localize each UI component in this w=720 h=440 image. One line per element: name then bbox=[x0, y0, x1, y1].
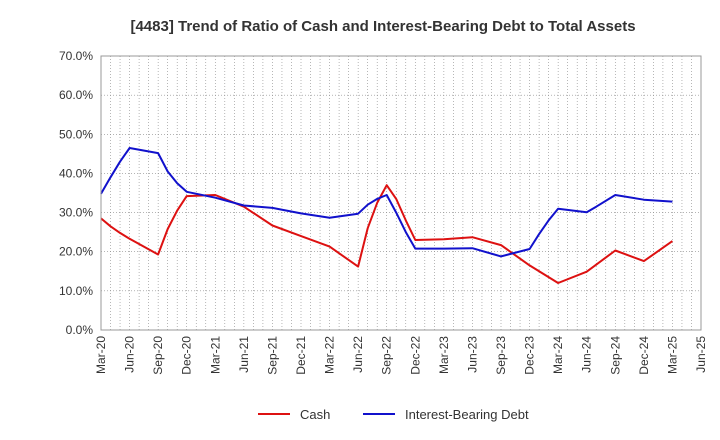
plot-area-border bbox=[100, 55, 702, 331]
x-tick-label: Jun-24 bbox=[580, 336, 594, 373]
x-axis: Mar-20 Jun-20 Sep-20 Dec-20 Mar-21 Jun-21 Sep-… bbox=[94, 336, 708, 375]
x-tick-label: Jun-25 bbox=[694, 336, 708, 373]
y-axis: 0.0% 10.0% 20.0% 30.0% 40.0% 50.0% 60.0% 70.0% bbox=[59, 49, 93, 337]
x-tick-label: Mar-21 bbox=[208, 336, 222, 374]
y-tick-label: 40.0% bbox=[59, 166, 93, 180]
x-tick-label: Sep-21 bbox=[265, 336, 279, 375]
legend-label: Interest-Bearing Debt bbox=[405, 407, 529, 422]
x-tick-label: Mar-20 bbox=[94, 336, 108, 374]
x-tick-label: Jun-20 bbox=[123, 336, 137, 373]
y-tick-label: 70.0% bbox=[59, 49, 93, 63]
grid bbox=[101, 56, 701, 330]
x-tick-label: Sep-22 bbox=[380, 336, 394, 375]
y-tick-label: 30.0% bbox=[59, 206, 93, 220]
x-tick-label: Jun-21 bbox=[237, 336, 251, 373]
legend-label: Cash bbox=[300, 407, 330, 422]
y-tick-label: 50.0% bbox=[59, 127, 93, 141]
y-tick-label: 60.0% bbox=[59, 88, 93, 102]
series-line-interest-bearing-debt bbox=[100, 147, 673, 258]
x-tick-label: Mar-25 bbox=[665, 336, 679, 374]
x-tick-label: Mar-24 bbox=[551, 336, 565, 374]
y-tick-label: 10.0% bbox=[59, 284, 93, 298]
x-tick-label: Mar-22 bbox=[323, 336, 337, 374]
x-tick-label: Dec-21 bbox=[294, 336, 308, 375]
x-tick-label: Jun-22 bbox=[351, 336, 365, 373]
chart-title: [4483] Trend of Ratio of Cash and Intere… bbox=[130, 18, 635, 35]
x-tick-label: Sep-20 bbox=[151, 336, 165, 375]
y-tick-label: 20.0% bbox=[59, 245, 93, 259]
legend: Cash Interest-Bearing Debt bbox=[258, 407, 529, 422]
x-tick-label: Sep-24 bbox=[608, 336, 622, 375]
plot-lines bbox=[100, 147, 673, 284]
y-tick-label: 0.0% bbox=[66, 323, 94, 337]
x-tick-label: Dec-24 bbox=[637, 336, 651, 375]
x-tick-label: Dec-20 bbox=[180, 336, 194, 375]
x-tick-label: Dec-23 bbox=[523, 336, 537, 375]
x-tick-label: Jun-23 bbox=[465, 336, 479, 373]
x-tick-label: Mar-23 bbox=[437, 336, 451, 374]
series-line-cash bbox=[100, 184, 673, 284]
x-tick-label: Dec-22 bbox=[408, 336, 422, 375]
x-tick-label: Sep-23 bbox=[494, 336, 508, 375]
